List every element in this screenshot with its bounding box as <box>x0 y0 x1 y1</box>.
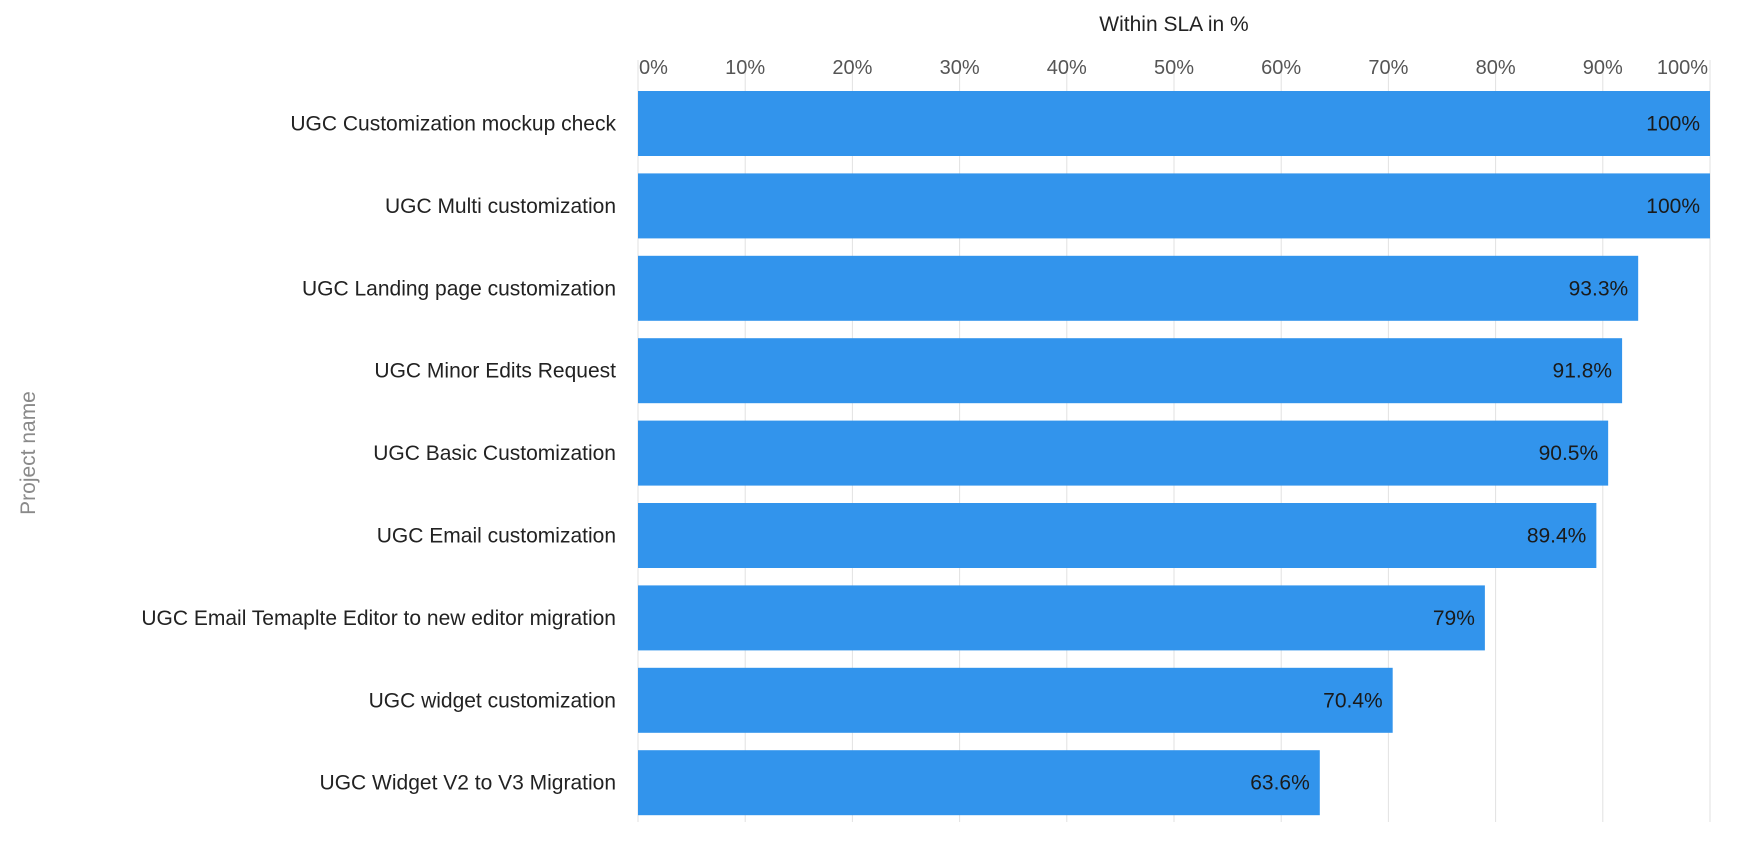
x-tick-label: 40% <box>1047 57 1087 79</box>
data-label: 100% <box>1646 113 1700 136</box>
category-label: UGC Email Temaplte Editor to new editor … <box>141 607 616 630</box>
category-label: UGC Customization mockup check <box>290 113 616 136</box>
data-label: 89.4% <box>1527 525 1587 548</box>
category-label: UGC Minor Edits Request <box>374 360 616 383</box>
data-label: 100% <box>1646 195 1700 218</box>
data-labels: 100% 100% 93.3% 91.8% 90.5% 89.4% 79% 70.4% 63.6… <box>1250 113 1700 795</box>
category-label: UGC Multi customization <box>385 195 616 218</box>
bar[interactable] <box>638 255 1639 321</box>
x-axis-title: Within SLA in % <box>1099 13 1248 36</box>
bars <box>638 91 1710 816</box>
x-tick-label: 80% <box>1476 57 1516 79</box>
data-label: 79% <box>1433 607 1475 630</box>
category-label: UGC Email customization <box>377 525 616 548</box>
bar[interactable] <box>638 585 1485 651</box>
data-label: 63.6% <box>1250 772 1310 795</box>
x-tick-label: 20% <box>832 57 872 79</box>
data-label: 91.8% <box>1553 360 1613 383</box>
x-tick-labels: 0% 10% 20% 30% 40% 50% 60% 70% 80% 90% 100% <box>639 57 1708 79</box>
x-tick-label: 30% <box>940 57 980 79</box>
category-label: UGC widget customization <box>369 689 616 712</box>
x-tick-label: 90% <box>1583 57 1623 79</box>
data-label: 90.5% <box>1539 442 1599 465</box>
x-tick-label: 0% <box>639 57 668 79</box>
data-label: 70.4% <box>1323 689 1383 712</box>
category-label: UGC Basic Customization <box>373 442 616 465</box>
bar[interactable] <box>638 173 1710 239</box>
x-tick-label: 100% <box>1657 57 1708 79</box>
x-tick-label: 50% <box>1154 57 1194 79</box>
data-label: 93.3% <box>1569 277 1629 300</box>
bar[interactable] <box>638 750 1320 816</box>
x-tick-label: 10% <box>725 57 765 79</box>
y-axis-title: Project name <box>17 391 40 515</box>
bar[interactable] <box>638 667 1393 733</box>
bar[interactable] <box>638 91 1710 156</box>
x-tick-label: 60% <box>1261 57 1301 79</box>
category-label: UGC Widget V2 to V3 Migration <box>320 772 616 795</box>
category-labels: UGC Customization mockup check UGC Multi … <box>141 113 616 795</box>
bar[interactable] <box>638 420 1609 486</box>
bar[interactable] <box>638 503 1597 568</box>
bar[interactable] <box>638 338 1623 404</box>
category-label: UGC Landing page customization <box>302 277 616 300</box>
x-tick-label: 70% <box>1368 57 1408 79</box>
